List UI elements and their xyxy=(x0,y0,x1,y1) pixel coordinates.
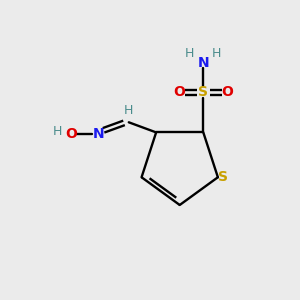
Text: O: O xyxy=(65,127,77,141)
Text: H: H xyxy=(185,47,195,60)
Text: S: S xyxy=(218,170,228,184)
Text: N: N xyxy=(197,56,209,70)
Text: N: N xyxy=(92,127,104,141)
Text: O: O xyxy=(173,85,185,99)
Text: H: H xyxy=(53,125,62,138)
Text: H: H xyxy=(124,103,134,117)
Text: S: S xyxy=(198,85,208,99)
Text: O: O xyxy=(222,85,234,99)
Text: H: H xyxy=(212,47,221,60)
